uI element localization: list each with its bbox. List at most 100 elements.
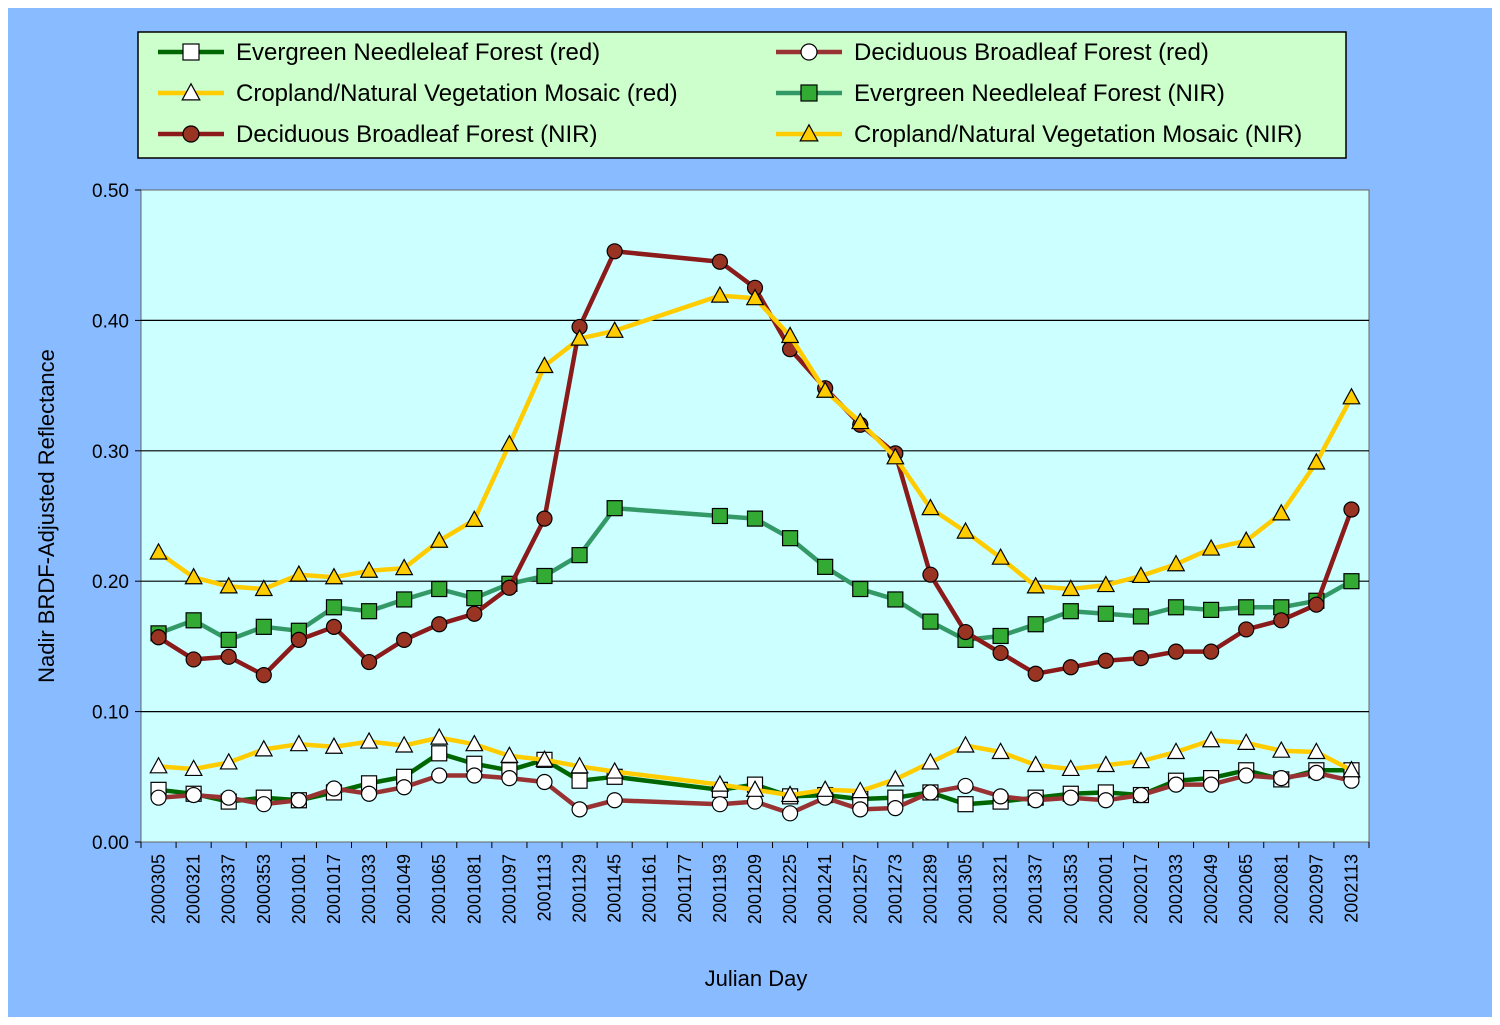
data-point (431, 767, 448, 784)
x-axis-title: Julian Day (705, 966, 808, 991)
data-point (991, 547, 1010, 565)
data-point (956, 521, 975, 539)
data-point (1307, 452, 1326, 470)
data-point (500, 434, 519, 452)
legend: Evergreen Needleleaf Forest (red) Deciduo… (158, 39, 1302, 148)
y-axis-ticks: 0.00 0.10 0.20 0.30 0.40 0.50 (92, 181, 141, 854)
data-point (1167, 599, 1185, 616)
data-point (149, 542, 168, 560)
data-point (1027, 616, 1044, 633)
chart-frame: Evergreen Needleleaf Forest (red) Deciduo… (8, 8, 1492, 1017)
data-point (500, 746, 519, 764)
data-point (184, 759, 203, 777)
data-point (850, 412, 870, 430)
data-point (536, 510, 553, 527)
data-point (1342, 387, 1361, 405)
x-tick-label: 2001273 (885, 854, 905, 924)
data-point (465, 510, 484, 527)
data-point (921, 498, 940, 516)
legend-box (137, 31, 1347, 159)
data-point (535, 749, 554, 767)
data-point (1236, 530, 1256, 548)
data-point (1132, 786, 1150, 804)
data-point (745, 779, 765, 797)
data-point (781, 805, 799, 822)
data-point (817, 558, 834, 575)
data-point (1062, 789, 1079, 806)
x-tick-label: 2001177 (675, 854, 695, 923)
data-point (1026, 576, 1045, 594)
data-point (149, 756, 168, 774)
data-point (1273, 770, 1290, 787)
x-tick-label: 2001209 (745, 854, 765, 924)
data-point (1308, 764, 1325, 781)
data-point (1201, 538, 1221, 556)
x-tick-label: 2000305 (149, 854, 169, 924)
data-point (1343, 501, 1360, 518)
series-group (149, 285, 1361, 597)
data-point (1307, 742, 1326, 760)
data-point (289, 564, 309, 582)
data-point (1027, 665, 1044, 682)
y-tick-label: 0.00 (92, 833, 129, 854)
legend-swatch-marker (800, 43, 818, 61)
y-axis-title: Nadir BRDF-Adjusted Reflectance (34, 349, 59, 683)
data-point (957, 623, 974, 641)
data-point (360, 785, 378, 802)
data-point (1132, 608, 1150, 625)
data-point (605, 320, 624, 338)
x-axis-ticks: 2000305 2000321 2000337 2000353 2001001 20010… (140, 842, 1370, 924)
series-group (150, 764, 1360, 822)
data-point (992, 627, 1009, 645)
legend-swatch-marker (182, 43, 200, 61)
data-point (220, 648, 237, 665)
data-point (501, 579, 518, 596)
data-point (535, 356, 554, 374)
data-point (1027, 792, 1044, 809)
x-tick-label: 2001353 (1061, 854, 1081, 924)
data-point (290, 792, 307, 809)
y-tick-label: 0.40 (92, 311, 129, 332)
data-point (254, 579, 274, 597)
data-point (185, 612, 202, 629)
data-point (886, 447, 905, 465)
data-point (746, 510, 764, 527)
data-point (1343, 573, 1360, 590)
x-tick-label: 2001321 (991, 854, 1011, 924)
x-tick-label: 2001097 (499, 854, 519, 924)
data-point (1272, 740, 1291, 758)
data-point (1166, 742, 1186, 760)
data-point (429, 530, 449, 548)
legend-swatch-marker (800, 84, 818, 102)
data-point (921, 752, 940, 770)
legend-swatch-marker (799, 123, 819, 142)
data-point (922, 784, 939, 801)
data-point (360, 653, 378, 671)
data-point (290, 631, 307, 648)
data-point (219, 752, 238, 770)
data-point (325, 618, 343, 635)
data-point (992, 788, 1009, 805)
series-group (149, 727, 1361, 803)
x-tick-label: 2001289 (920, 854, 940, 924)
data-point (1203, 776, 1220, 793)
data-point (606, 500, 623, 517)
data-point (1062, 603, 1079, 620)
data-point (745, 288, 765, 306)
data-point (396, 591, 413, 608)
data-point (711, 507, 729, 525)
data-point (324, 736, 344, 754)
y-tick-label: 0.50 (92, 181, 129, 202)
chart-svg: Evergreen Needleleaf Forest (red) Deciduo… (34, 31, 1370, 991)
legend-label: Cropland/Natural Vegetation Mosaic (NIR) (854, 121, 1302, 148)
data-point (1132, 650, 1150, 667)
data-point (1273, 612, 1290, 629)
data-point (1167, 776, 1185, 793)
x-tick-label: 2002097 (1306, 854, 1326, 924)
data-point (1097, 652, 1114, 669)
legend-item: Deciduous Broadleaf Forest (NIR) (158, 121, 597, 148)
data-point (324, 567, 344, 585)
legend-label: Evergreen Needleleaf Forest (red) (236, 39, 600, 66)
data-point (887, 591, 904, 608)
x-tick-label: 2001161 (640, 854, 660, 923)
